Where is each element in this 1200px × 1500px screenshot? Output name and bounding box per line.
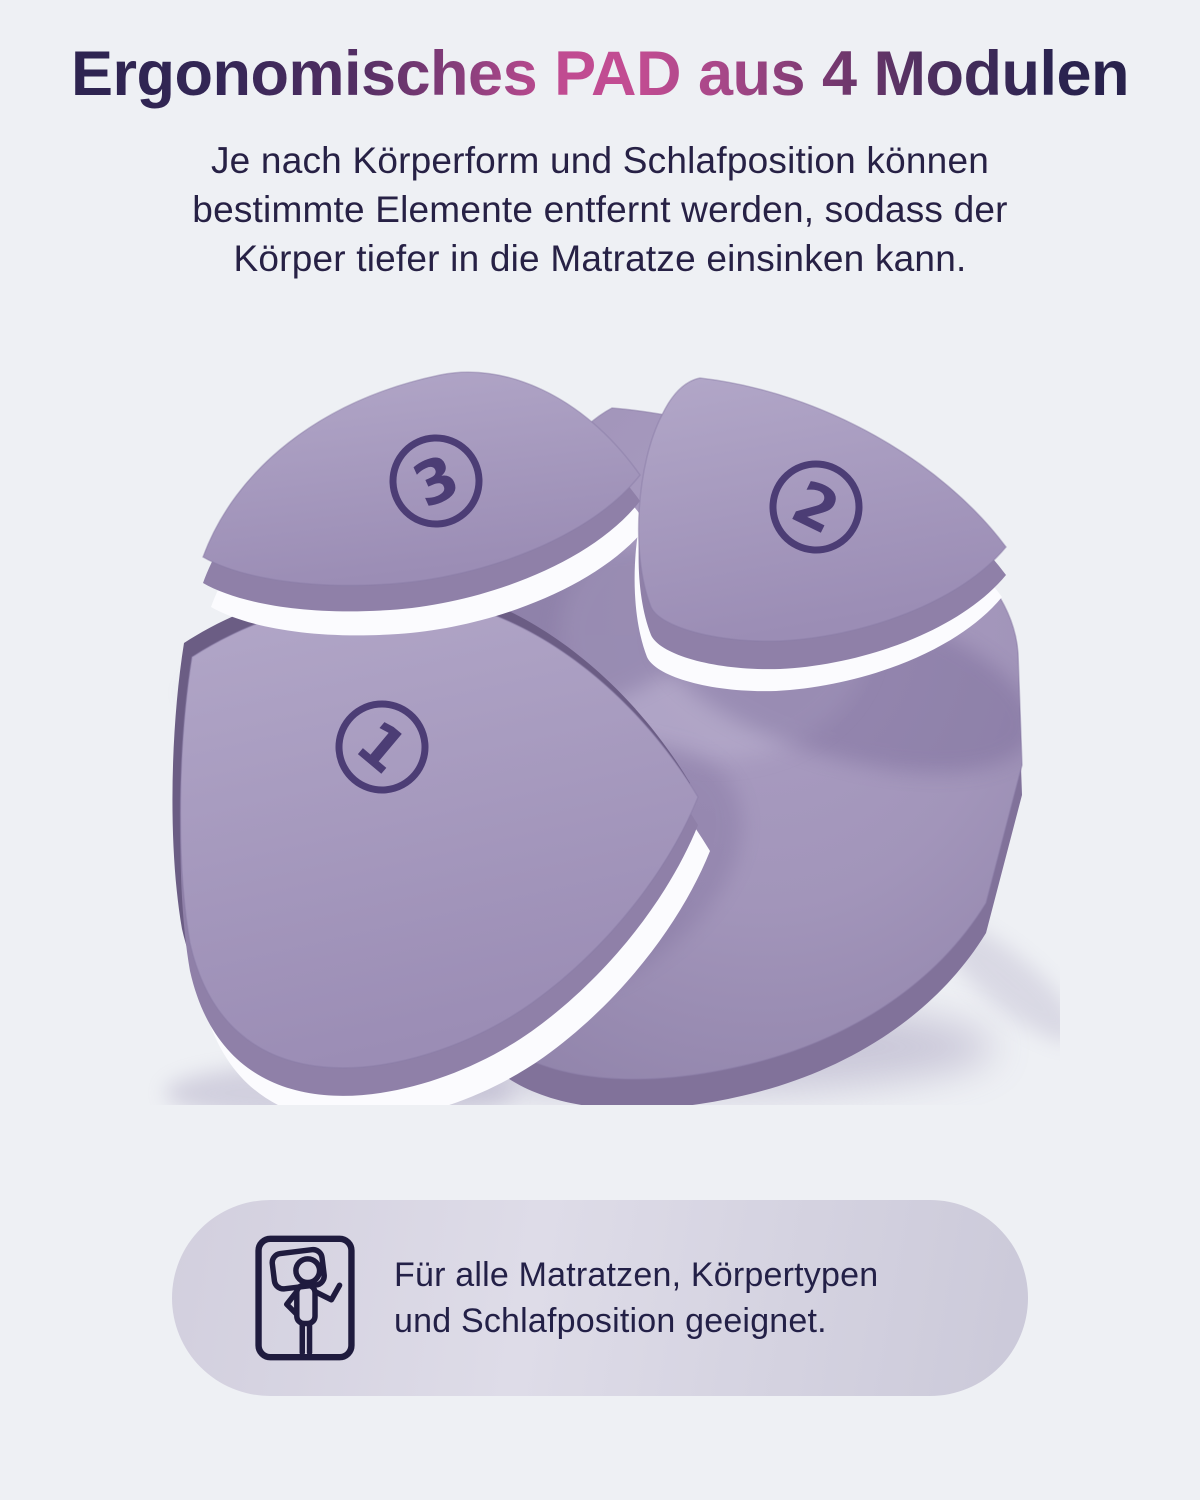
subtitle-line: Körper tiefer in die Matratze einsinken … xyxy=(233,238,967,279)
person-left-arm xyxy=(284,1288,300,1317)
info-card-text-line: Für alle Matratzen, Körpertypen xyxy=(394,1256,879,1294)
mattress-outline xyxy=(255,1235,355,1361)
page-subtitle: Je nach Körperform und Schlafposition kö… xyxy=(0,136,1200,283)
info-card-text-line: und Schlafposition geeignet. xyxy=(394,1302,827,1340)
info-card-text: Für alle Matratzen, Körpertypen und Schl… xyxy=(394,1252,878,1344)
pad-exploded-view-figure: 1 3 2 xyxy=(165,371,1060,1105)
subtitle-line: Je nach Körperform und Schlafposition kö… xyxy=(210,140,990,181)
person-head xyxy=(293,1256,323,1286)
module-1: 1 xyxy=(172,582,711,1105)
page-title: Ergonomisches PAD aus 4 Modulen xyxy=(0,38,1200,110)
module-2: 2 xyxy=(634,377,1007,692)
module-2-number-circle xyxy=(769,460,863,554)
person-torso xyxy=(294,1282,318,1327)
info-card: Für alle Matratzen, Körpertypen und Schl… xyxy=(172,1200,1028,1396)
module-3: 3 xyxy=(202,371,648,636)
subtitle-line: bestimmte Elemente entfernt werden, soda… xyxy=(192,189,1008,230)
person-right-arm xyxy=(312,1282,343,1303)
module-1-number-circle xyxy=(335,700,429,794)
module-3-number-circle xyxy=(389,434,483,528)
person-on-mattress-icon xyxy=(255,1235,355,1361)
